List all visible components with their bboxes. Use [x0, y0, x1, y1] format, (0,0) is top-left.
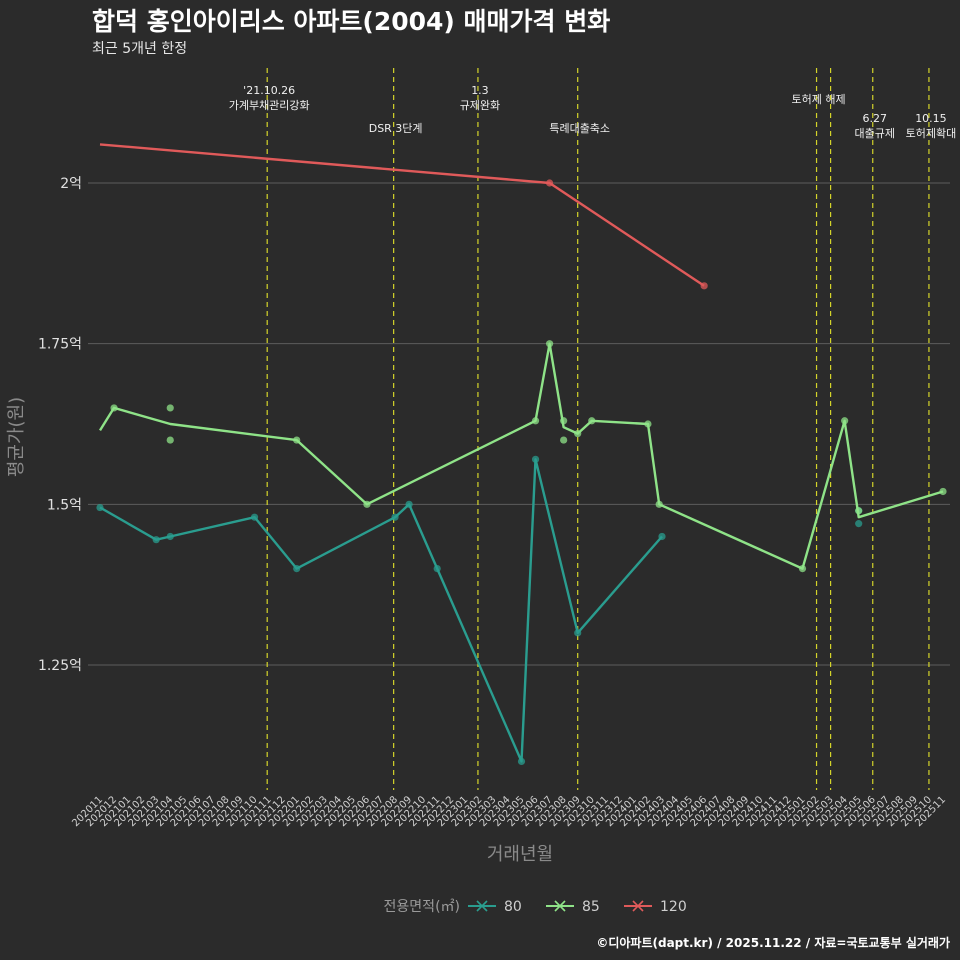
event-label: '21.10.26 [243, 84, 295, 97]
data-point-80 [574, 629, 582, 637]
event-label: 10.15 [915, 112, 947, 125]
event-label: 대출규제 [855, 127, 895, 140]
x-axis-title: 거래년월 [487, 844, 553, 865]
data-point-85 [531, 417, 540, 425]
data-point-80 [250, 513, 259, 521]
data-point-80 [152, 536, 160, 544]
data-point-80 [293, 565, 301, 573]
y-tick-label: 2억 [60, 176, 82, 192]
data-point-80 [433, 565, 441, 573]
legend-key-marker [476, 900, 488, 912]
y-axis-title: 평균가(원) [6, 397, 27, 477]
data-point-80 [96, 503, 104, 512]
legend-label: 120 [660, 899, 687, 915]
legend-key-marker [554, 900, 566, 912]
legend-label: 80 [504, 899, 522, 915]
data-point-80 [855, 520, 863, 528]
data-point-85 [655, 500, 663, 508]
data-point-85 [546, 340, 554, 348]
event-label: 가계부채관리강화 [229, 99, 310, 112]
data-point-80 [531, 455, 540, 463]
y-tick-label: 1.75억 [38, 337, 82, 353]
data-point-85 [855, 507, 863, 515]
chart-subtitle: 최근 5개년 한정 [92, 41, 187, 57]
legend[interactable]: 전용면적(㎡) 80 85 120 [384, 899, 687, 915]
data-point-85 [560, 436, 568, 444]
event-label: DSR 3단계 [369, 122, 423, 135]
data-point-85 [574, 430, 582, 438]
legend-key-marker [632, 900, 644, 912]
chart-title: 합덕 홍인아이리스 아파트(2004) 매매가격 변화 [92, 7, 610, 36]
data-point-85 [166, 436, 174, 444]
data-point-85 [560, 417, 568, 425]
series-line-85 [98, 342, 944, 570]
legend-label: 85 [582, 899, 600, 915]
legend-title: 전용면적(㎡) [384, 899, 460, 915]
data-point-80 [166, 532, 174, 541]
y-axis: 1.25억 1.5억 1.75억 2억 [38, 176, 82, 674]
data-point-85 [293, 436, 301, 444]
data-point-85 [939, 487, 947, 496]
event-label: 규제완화 [460, 99, 500, 112]
grid [88, 182, 950, 666]
source-caption: ©디아파트(dapt.kr) / 2025.11.22 / 자료=국토교통부 실… [596, 935, 950, 950]
data-point-120 [700, 282, 708, 290]
data-point-80 [658, 532, 666, 541]
data-point-85 [798, 565, 807, 573]
x-axis: 2020112020122021012021022021032021042021… [70, 794, 948, 829]
data-point-120 [546, 179, 554, 187]
data-point-85 [110, 404, 118, 412]
data-point-80 [391, 513, 399, 521]
event-label: 6.27 [863, 112, 888, 125]
data-point-85 [588, 417, 596, 425]
data-point-85 [644, 420, 652, 428]
series-layer [96, 143, 947, 766]
data-point-85 [841, 417, 849, 425]
y-tick-label: 1.5억 [47, 497, 82, 513]
data-point-80 [405, 500, 413, 508]
event-label: 특례대출축소 [549, 122, 610, 135]
event-label: 토허제확대 [906, 127, 957, 140]
event-label: 토허제 해제 [791, 92, 845, 106]
event-label: 1.3 [471, 84, 489, 97]
data-point-80 [517, 757, 526, 766]
y-tick-label: 1.25억 [38, 658, 82, 674]
data-point-85 [363, 500, 371, 508]
data-point-85 [166, 404, 174, 412]
